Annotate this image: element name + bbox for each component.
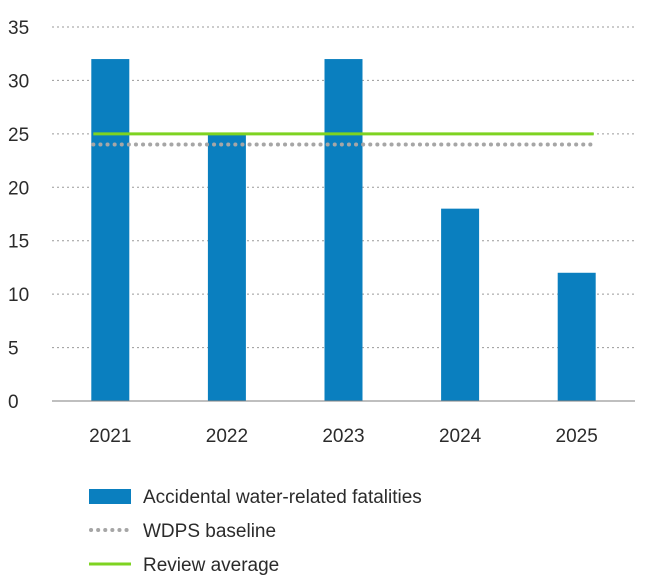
bar-2021 (91, 59, 130, 402)
bar-2022 (207, 133, 246, 401)
y-tick-label: 5 (8, 339, 19, 360)
line-layer (91, 132, 596, 147)
y-tick-label: 35 (8, 18, 29, 39)
x-tick-label: 2021 (89, 426, 131, 447)
bar-layer (91, 59, 596, 402)
legend-swatch-fatalities (89, 489, 131, 504)
legend-label: Accidental water-related fatalities (143, 487, 422, 508)
y-tick-label: 10 (8, 285, 29, 306)
bar-2024 (441, 208, 480, 401)
legend-label: Review average (143, 555, 279, 576)
x-tick-label: 2023 (322, 426, 364, 447)
y-tick-label: 25 (8, 125, 29, 146)
y-tick-label: 15 (8, 232, 29, 253)
bar-2023 (324, 59, 363, 402)
x-tick-label: 2024 (439, 426, 482, 447)
x-tick-label: 2022 (206, 426, 248, 447)
legend-label: WDPS baseline (143, 521, 276, 542)
y-tick-label: 20 (8, 178, 29, 199)
y-tick-label: 0 (8, 392, 19, 413)
x-tick-label: 2025 (556, 426, 598, 447)
bar-2025 (557, 272, 596, 401)
legend: Accidental water-related fatalities WDPS … (89, 487, 422, 576)
y-tick-label: 30 (8, 71, 29, 92)
